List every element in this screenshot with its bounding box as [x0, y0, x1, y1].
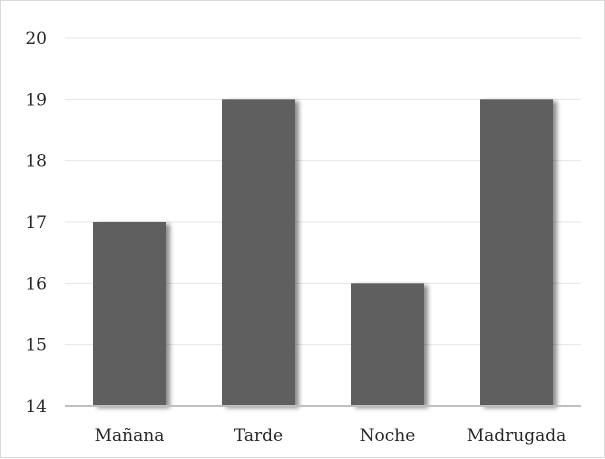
y-axis-tick-labels: 14 15 16 17 18 19 20: [25, 29, 47, 417]
bar-noche: [351, 283, 424, 406]
x-axis-category-labels: Mañana Tarde Noche Madrugada: [95, 426, 567, 446]
x-category-label: Mañana: [95, 426, 165, 446]
y-tick-label: 16: [25, 274, 47, 294]
x-category-label: Tarde: [234, 426, 283, 446]
bar-madrugada: [480, 99, 553, 406]
bars: [93, 99, 553, 406]
y-tick-label: 14: [25, 397, 47, 417]
bar-mañana: [93, 222, 166, 406]
bar-tarde: [222, 99, 295, 406]
y-tick-label: 15: [25, 336, 47, 356]
y-tick-label: 17: [25, 213, 47, 233]
y-tick-label: 20: [25, 29, 47, 49]
y-tick-label: 19: [25, 90, 47, 110]
y-tick-label: 18: [25, 152, 47, 172]
x-category-label: Madrugada: [467, 426, 567, 446]
x-category-label: Noche: [360, 426, 416, 446]
